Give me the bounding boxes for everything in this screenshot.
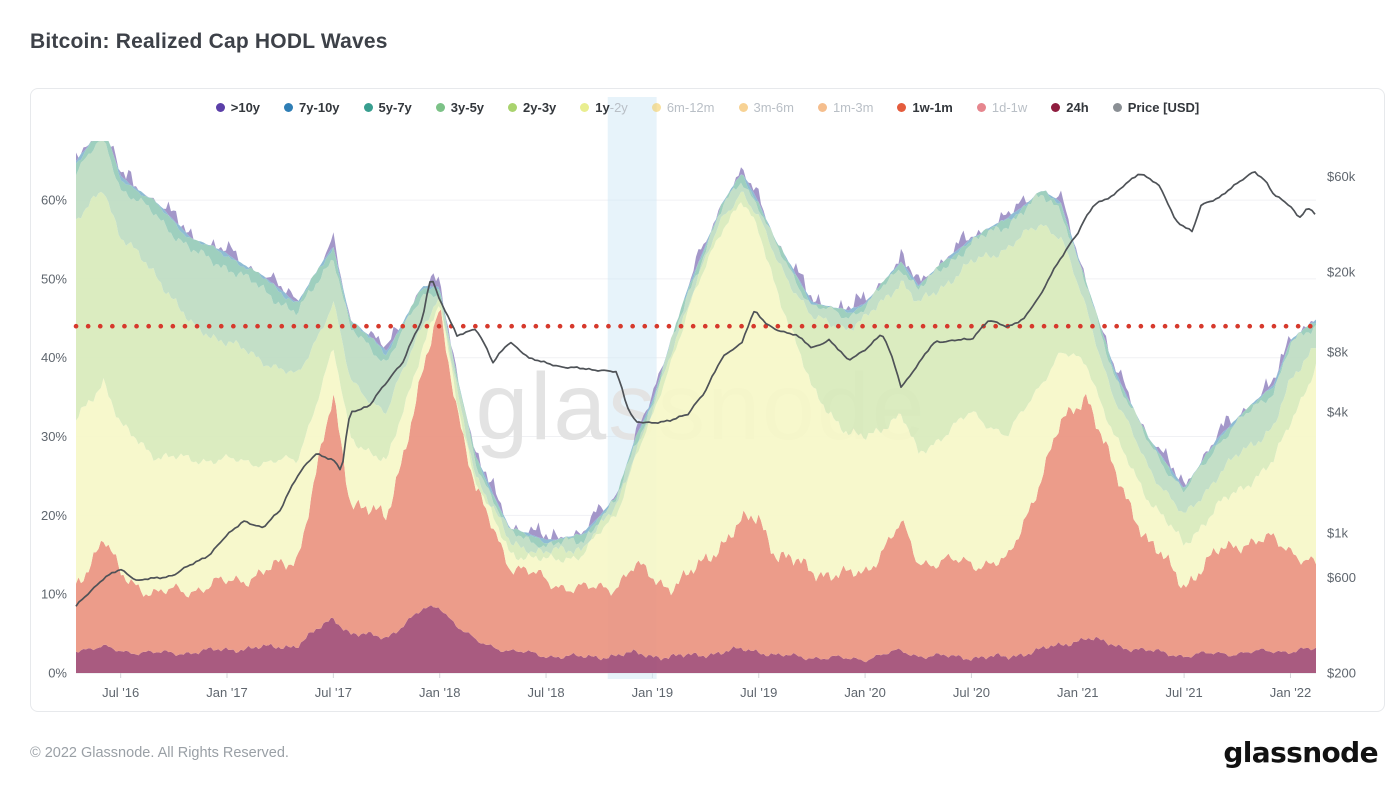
legend-item-label: 1y-2y	[595, 100, 628, 115]
x-tick-label: Jan '17	[206, 685, 248, 700]
x-tick-label: Jan '22	[1270, 685, 1312, 700]
legend-dot-icon	[738, 103, 748, 112]
legend-item-10y[interactable]: >10y	[215, 100, 261, 115]
legend-item-1w-1m[interactable]: 1w-1m	[897, 100, 953, 115]
legend-item-7y-10y[interactable]: 7y-10y	[284, 100, 340, 115]
legend-item-label: 7y-10y	[299, 100, 340, 115]
y-left-tick-label: 10%	[41, 587, 67, 602]
area-band-3y-5y	[76, 141, 1316, 555]
x-tick-label: Jan '18	[419, 685, 461, 700]
legend-item-Price-USD[interactable]: Price [USD]	[1112, 100, 1200, 115]
legend-dot-icon	[363, 103, 373, 112]
legend-item-1m-3m[interactable]: 1m-3m	[817, 100, 874, 115]
legend-dot-icon	[651, 103, 661, 112]
legend-item-label: 1d-1w	[991, 100, 1028, 115]
legend-item-label: 5y-7y	[378, 100, 412, 115]
legend-item-label: 1w-1m	[912, 100, 953, 115]
legend-dot-icon	[817, 103, 827, 112]
x-tick-label: Jul '19	[740, 685, 777, 700]
y-left-tick-label: 40%	[41, 350, 67, 365]
legend-item-label: 24h	[1066, 100, 1089, 115]
legend-item-2y-3y[interactable]: 2y-3y	[508, 100, 556, 115]
y-right-tick-label: $4k	[1327, 405, 1348, 420]
x-tick-label: Jan '20	[844, 685, 886, 700]
area-band-24h	[76, 605, 1316, 673]
x-tick-label: Jul '17	[315, 685, 352, 700]
legend-item-1y-2y[interactable]: 1y-2y	[580, 100, 628, 115]
legend-item-label: >10y	[230, 100, 261, 115]
legend-dot-icon	[508, 103, 518, 112]
y-left-tick-label: 30%	[41, 429, 67, 444]
price-line	[75, 171, 1316, 607]
chart-legend: >10y 7y-10y 5y-7y 3y-5y 2y-3y 1y-2y 6m-12m 3m-6…	[31, 100, 1384, 115]
y-right-tick-label: $8k	[1327, 344, 1348, 359]
legend-item-label: 3y-5y	[450, 100, 485, 115]
x-tick-label: Jul '20	[953, 685, 990, 700]
area-band-1y-2y	[76, 202, 1316, 598]
legend-dot-icon	[1112, 103, 1122, 112]
legend-item-3m-6m[interactable]: 3m-6m	[738, 100, 794, 115]
chart-card: glassnode0%10%20%30%40%50%60%$200$600$1k…	[30, 88, 1385, 712]
legend-item-label: 1m-3m	[832, 100, 874, 115]
legend-item-1d-1w[interactable]: 1d-1w	[976, 100, 1028, 115]
hodl-waves-chart[interactable]: glassnode0%10%20%30%40%50%60%$200$600$1k…	[31, 89, 1384, 711]
y-left-tick-label: 50%	[41, 271, 67, 286]
x-tick-label: Jul '16	[102, 685, 139, 700]
legend-item-label: 6m-12m	[666, 100, 715, 115]
legend-dot-icon	[284, 103, 294, 112]
y-left-tick-label: 20%	[41, 508, 67, 523]
y-right-tick-label: $200	[1327, 666, 1356, 681]
area-band-2y-3y	[76, 191, 1316, 563]
y-left-tick-label: 60%	[41, 193, 67, 208]
legend-item-24h[interactable]: 24h	[1051, 100, 1089, 115]
legend-dot-icon	[215, 103, 225, 112]
glassnode-logo: glassnode	[1223, 736, 1378, 769]
x-tick-label: Jul '18	[527, 685, 564, 700]
legend-item-3y-5y[interactable]: 3y-5y	[435, 100, 485, 115]
legend-dot-icon	[897, 103, 907, 112]
area-band-1w-1m	[76, 309, 1316, 663]
legend-item-5y-7y[interactable]: 5y-7y	[363, 100, 412, 115]
y-right-tick-label: $1k	[1327, 525, 1348, 540]
y-right-tick-label: $600	[1327, 570, 1356, 585]
page-title: Bitcoin: Realized Cap HODL Waves	[30, 30, 388, 53]
legend-item-label: Price [USD]	[1127, 100, 1200, 115]
legend-dot-icon	[580, 103, 590, 112]
legend-dot-icon	[1051, 103, 1061, 112]
y-right-tick-label: $60k	[1327, 169, 1356, 184]
x-tick-label: Jul '21	[1166, 685, 1203, 700]
legend-dot-icon	[976, 103, 986, 112]
legend-item-label: 3m-6m	[753, 100, 794, 115]
legend-item-label: 2y-3y	[523, 100, 557, 115]
x-tick-label: Jan '19	[632, 685, 674, 700]
y-left-tick-label: 0%	[48, 666, 67, 681]
footer-copyright: © 2022 Glassnode. All Rights Reserved.	[30, 744, 289, 761]
legend-dot-icon	[435, 103, 445, 112]
legend-item-6m-12m[interactable]: 6m-12m	[651, 100, 715, 115]
x-tick-label: Jan '21	[1057, 685, 1099, 700]
y-right-tick-label: $20k	[1327, 264, 1356, 279]
footer: © 2022 Glassnode. All Rights Reserved. g…	[30, 736, 1379, 769]
